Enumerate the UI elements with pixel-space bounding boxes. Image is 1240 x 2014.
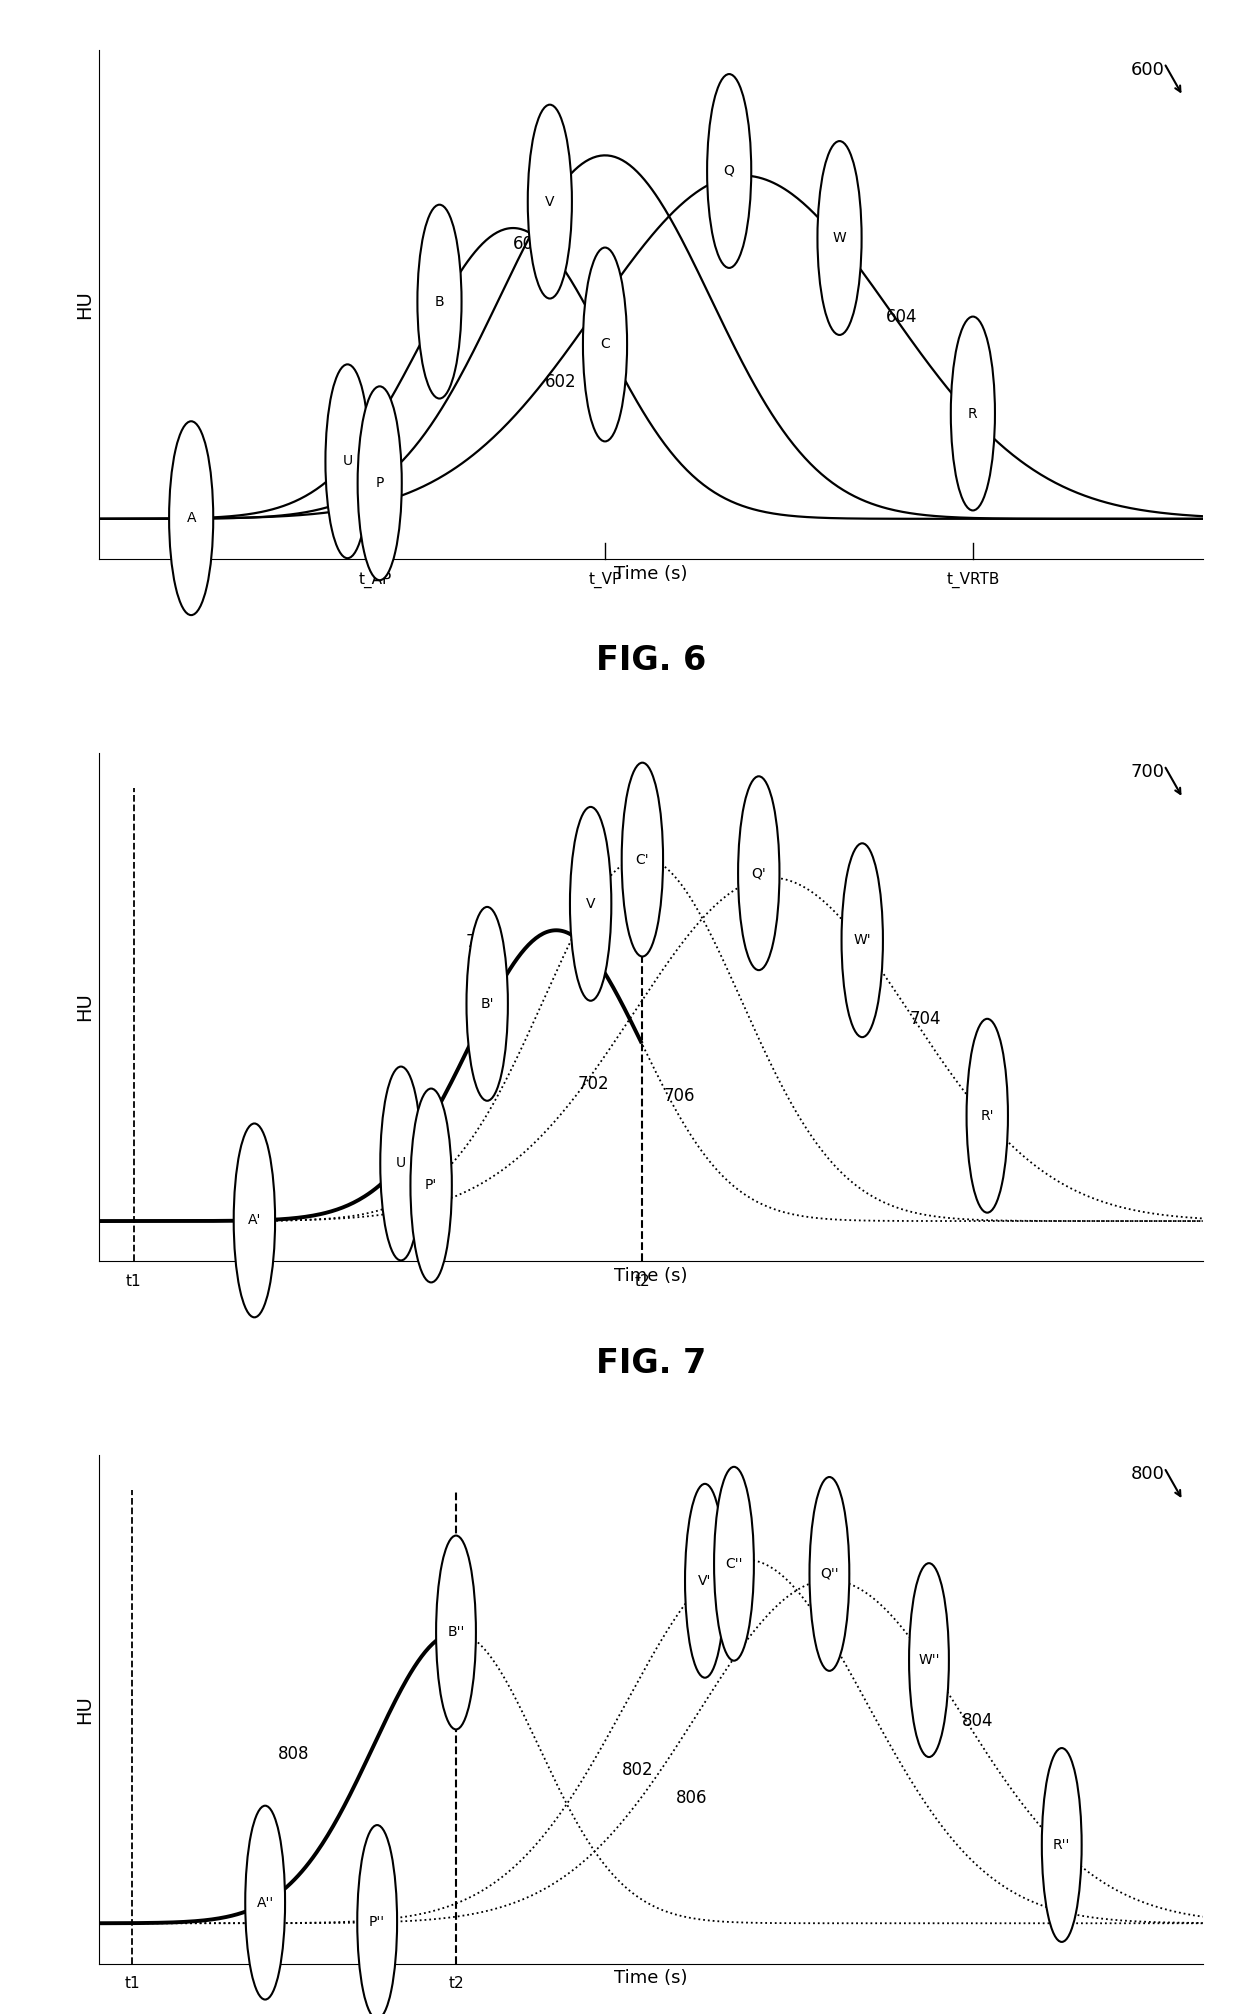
Circle shape xyxy=(714,1466,754,1662)
Text: FIG. 6: FIG. 6 xyxy=(596,644,706,677)
Circle shape xyxy=(738,775,780,971)
Circle shape xyxy=(810,1476,849,1672)
Y-axis label: HU: HU xyxy=(74,290,94,318)
Text: 800: 800 xyxy=(1131,1464,1164,1482)
Circle shape xyxy=(357,387,402,580)
Text: 706: 706 xyxy=(663,1088,696,1106)
Text: P: P xyxy=(376,475,384,489)
Text: 600: 600 xyxy=(1131,60,1164,79)
Text: C'': C'' xyxy=(725,1557,743,1571)
Text: t_VRTB: t_VRTB xyxy=(946,572,999,588)
Text: B: B xyxy=(435,294,444,308)
Circle shape xyxy=(842,844,883,1037)
Text: t2: t2 xyxy=(635,1273,650,1289)
Text: 602: 602 xyxy=(546,373,577,391)
X-axis label: Time (s): Time (s) xyxy=(614,1970,688,1988)
Text: R: R xyxy=(968,407,977,421)
Circle shape xyxy=(233,1124,275,1317)
Text: P'': P'' xyxy=(370,1915,386,1929)
Circle shape xyxy=(583,248,627,441)
X-axis label: Time (s): Time (s) xyxy=(614,1267,688,1285)
Text: Q': Q' xyxy=(751,866,766,880)
Text: V': V' xyxy=(698,1573,712,1587)
Text: V: V xyxy=(546,195,554,209)
Text: 604: 604 xyxy=(885,308,918,326)
Circle shape xyxy=(909,1563,949,1756)
Text: t1: t1 xyxy=(124,1976,140,1990)
Text: 606: 606 xyxy=(513,236,544,254)
Circle shape xyxy=(169,421,213,614)
Circle shape xyxy=(570,808,611,1001)
Text: 702: 702 xyxy=(578,1075,609,1094)
Text: 700: 700 xyxy=(1130,763,1164,781)
Circle shape xyxy=(436,1535,476,1730)
Text: W': W' xyxy=(853,932,870,947)
Circle shape xyxy=(357,1825,397,2014)
Y-axis label: HU: HU xyxy=(74,1696,94,1724)
Circle shape xyxy=(817,141,862,334)
Text: W: W xyxy=(832,232,847,246)
Text: 806: 806 xyxy=(676,1788,707,1807)
Text: W'': W'' xyxy=(919,1653,940,1668)
Circle shape xyxy=(966,1019,1008,1212)
Circle shape xyxy=(684,1484,725,1678)
Circle shape xyxy=(246,1807,285,2000)
Text: 804: 804 xyxy=(962,1712,993,1730)
Text: 708: 708 xyxy=(466,932,497,951)
Circle shape xyxy=(381,1067,422,1261)
Text: t1: t1 xyxy=(126,1273,141,1289)
Circle shape xyxy=(951,316,994,510)
Text: U: U xyxy=(396,1156,405,1170)
Circle shape xyxy=(325,365,370,558)
Text: U: U xyxy=(342,455,352,469)
Text: t_VP: t_VP xyxy=(589,572,621,588)
Text: FIG. 7: FIG. 7 xyxy=(596,1347,706,1380)
Circle shape xyxy=(621,763,663,957)
Text: A: A xyxy=(186,512,196,526)
Text: V: V xyxy=(585,896,595,910)
Text: B'': B'' xyxy=(448,1625,465,1639)
Text: R': R' xyxy=(981,1110,994,1122)
Text: B': B' xyxy=(480,997,494,1011)
Text: t2: t2 xyxy=(448,1976,464,1990)
Text: R'': R'' xyxy=(1053,1839,1070,1853)
Text: C': C' xyxy=(636,852,650,866)
Text: Q'': Q'' xyxy=(820,1567,838,1581)
Circle shape xyxy=(418,205,461,399)
Text: A'': A'' xyxy=(257,1895,274,1909)
Circle shape xyxy=(1042,1748,1081,1941)
Text: 802: 802 xyxy=(622,1760,653,1778)
Circle shape xyxy=(528,105,572,298)
Text: Q: Q xyxy=(724,163,734,177)
Text: P': P' xyxy=(425,1178,438,1192)
Text: C: C xyxy=(600,338,610,352)
Circle shape xyxy=(707,75,751,268)
Text: 808: 808 xyxy=(278,1744,309,1762)
Text: 704: 704 xyxy=(910,1011,941,1027)
Y-axis label: HU: HU xyxy=(74,993,94,1021)
X-axis label: Time (s): Time (s) xyxy=(614,564,688,582)
Text: t_AP: t_AP xyxy=(358,572,392,588)
Text: A': A' xyxy=(248,1212,262,1227)
Circle shape xyxy=(466,906,508,1102)
Circle shape xyxy=(410,1088,451,1283)
